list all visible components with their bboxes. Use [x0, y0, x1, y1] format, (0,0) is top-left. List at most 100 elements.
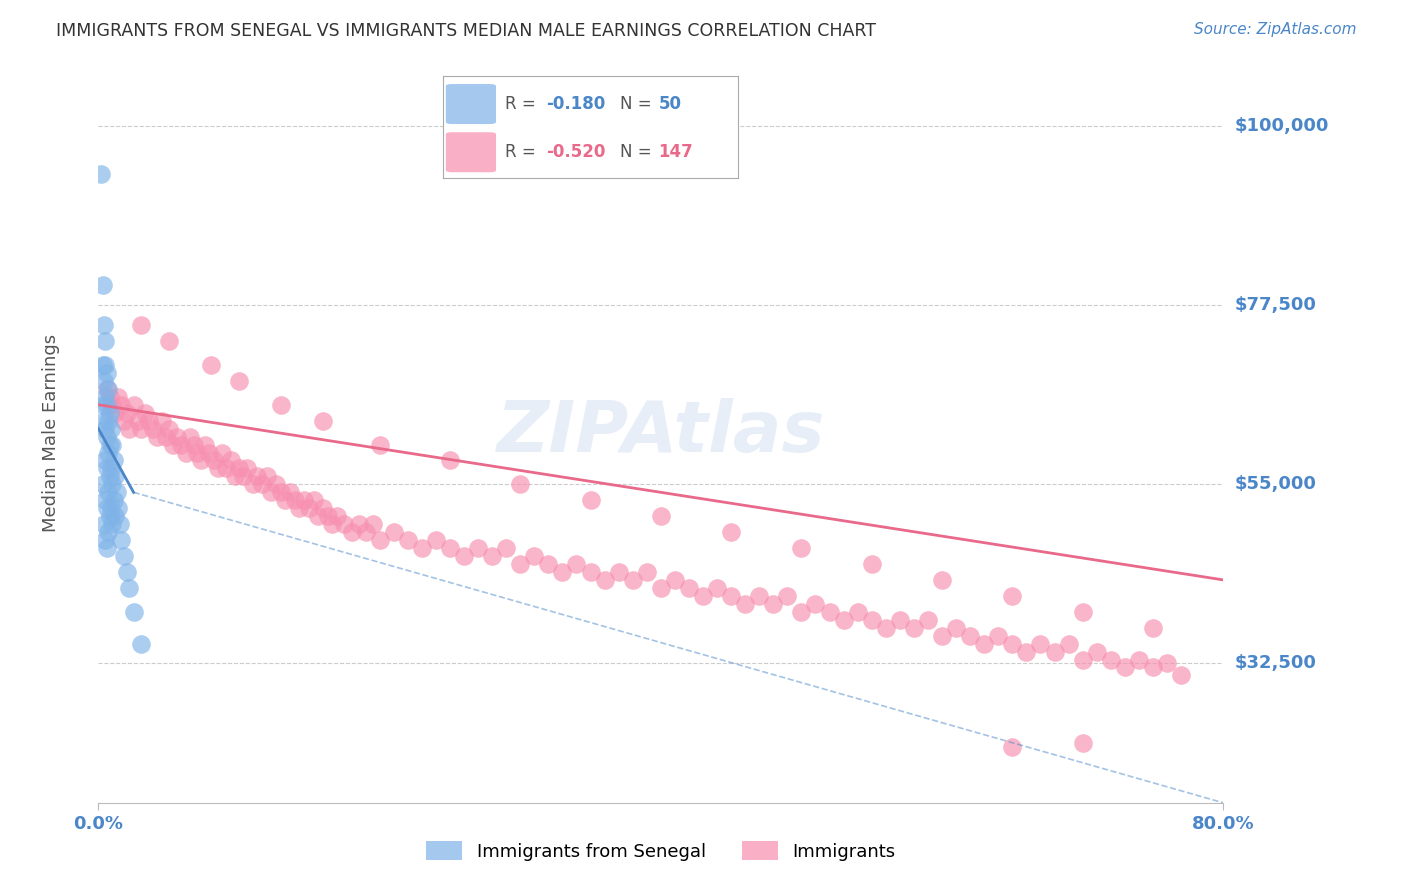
Point [122, 605, 145, 619]
Point [129, 422, 152, 436]
Point [219, 453, 242, 467]
Point [959, 629, 981, 643]
Point [112, 414, 135, 428]
Point [1043, 644, 1066, 658]
Point [987, 629, 1010, 643]
Point [439, 453, 461, 467]
Point [321, 517, 343, 532]
Point [917, 613, 939, 627]
Point [200, 358, 222, 372]
Point [98, 509, 121, 524]
Point [97, 525, 120, 540]
Point [312, 501, 335, 516]
Point [97, 445, 120, 459]
Point [224, 469, 246, 483]
Text: $32,500: $32,500 [1234, 655, 1316, 673]
Point [832, 613, 855, 627]
Point [706, 581, 728, 595]
Point [96, 429, 118, 443]
Point [101, 398, 124, 412]
Point [232, 469, 254, 483]
Point [509, 477, 531, 491]
Point [1128, 652, 1150, 666]
Point [264, 477, 287, 491]
Point [481, 549, 503, 563]
Point [860, 557, 883, 571]
Point [1142, 660, 1164, 674]
Point [1085, 644, 1108, 658]
Point [1015, 644, 1038, 658]
Point [101, 437, 124, 451]
Point [108, 517, 131, 532]
Text: $77,500: $77,500 [1234, 296, 1316, 314]
Point [155, 429, 177, 443]
Point [776, 589, 799, 603]
Point [96, 366, 118, 380]
Point [664, 573, 686, 587]
Point [246, 469, 269, 483]
Text: -0.520: -0.520 [546, 144, 606, 161]
Point [1071, 736, 1094, 750]
Point [748, 589, 770, 603]
Point [127, 414, 149, 428]
Point [307, 509, 329, 524]
Point [1029, 637, 1052, 651]
Point [110, 398, 132, 412]
Point [179, 429, 201, 443]
Point [818, 605, 841, 619]
Point [1170, 668, 1192, 682]
Point [157, 334, 180, 348]
Point [523, 549, 546, 563]
Point [101, 477, 124, 491]
Point [278, 485, 301, 500]
Point [129, 318, 152, 333]
Text: IMMIGRANTS FROM SENEGAL VS IMMIGRANTS MEDIAN MALE EARNINGS CORRELATION CHART: IMMIGRANTS FROM SENEGAL VS IMMIGRANTS ME… [56, 22, 876, 40]
Point [91, 477, 114, 491]
Point [101, 517, 124, 532]
Point [107, 501, 129, 516]
Text: Median Male Earnings: Median Male Earnings [42, 334, 60, 532]
FancyBboxPatch shape [446, 84, 496, 124]
Text: $55,000: $55,000 [1234, 475, 1316, 493]
Text: 50: 50 [658, 95, 682, 113]
Point [382, 525, 405, 540]
Point [720, 525, 742, 540]
Point [174, 445, 197, 459]
Text: R =: R = [505, 144, 541, 161]
Point [302, 493, 325, 508]
Point [1057, 637, 1080, 651]
Point [100, 461, 122, 475]
Point [97, 485, 120, 500]
Point [678, 581, 700, 595]
Point [425, 533, 447, 547]
Point [1071, 652, 1094, 666]
Text: N =: N = [620, 144, 657, 161]
Point [94, 422, 117, 436]
Point [347, 517, 370, 532]
Point [236, 461, 259, 475]
Point [215, 461, 238, 475]
Point [274, 493, 297, 508]
Point [118, 581, 141, 595]
Point [93, 517, 115, 532]
Point [973, 637, 995, 651]
Point [100, 422, 122, 436]
Point [312, 414, 335, 428]
Point [453, 549, 475, 563]
Point [537, 557, 560, 571]
Point [157, 422, 180, 436]
Point [146, 429, 169, 443]
Point [495, 541, 517, 555]
Point [211, 445, 233, 459]
Point [93, 318, 115, 333]
Point [104, 469, 127, 483]
Point [650, 581, 672, 595]
Text: $100,000: $100,000 [1234, 117, 1329, 135]
Text: 147: 147 [658, 144, 693, 161]
Point [579, 493, 602, 508]
Point [439, 541, 461, 555]
Point [1001, 637, 1024, 651]
Point [93, 374, 115, 388]
Point [103, 493, 125, 508]
Point [228, 374, 250, 388]
